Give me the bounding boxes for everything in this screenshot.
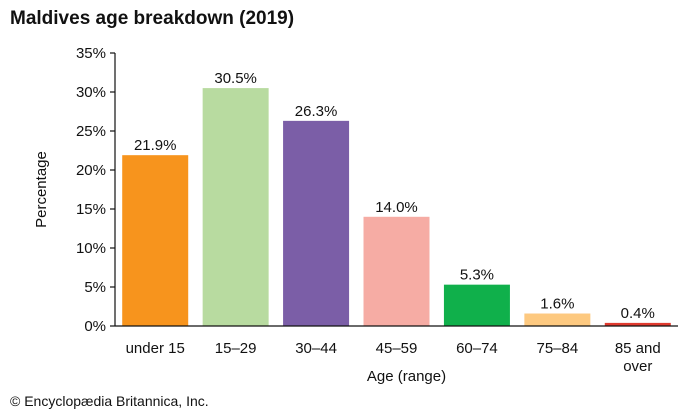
y-axis-label: Percentage — [33, 151, 50, 228]
x-category-label-5: 75–84 — [536, 340, 578, 357]
x-category-label-2: 30–44 — [295, 340, 337, 357]
y-tick-label: 35% — [76, 45, 106, 62]
data-label-4: 5.3% — [460, 267, 494, 284]
y-tick-label: 25% — [76, 123, 106, 140]
data-label-5: 1.6% — [540, 296, 574, 313]
x-category-label-1: 15–29 — [215, 340, 257, 357]
data-label-6: 0.4% — [621, 305, 655, 322]
y-tick-label: 0% — [84, 318, 106, 335]
chart-title: Maldives age breakdown (2019) — [10, 8, 295, 29]
data-label-0: 21.9% — [134, 137, 177, 154]
x-category-label-3: 45–59 — [376, 340, 418, 357]
y-tick-label: 10% — [76, 240, 106, 257]
y-tick-label: 15% — [76, 201, 106, 218]
bar-6 — [604, 322, 671, 326]
x-category-label-4: 60–74 — [456, 340, 498, 357]
x-category-label-6: 85 and over — [615, 340, 661, 375]
x-axis-label: Age (range) — [367, 368, 446, 385]
bar-4 — [443, 284, 510, 326]
data-label-2: 26.3% — [295, 103, 338, 120]
data-label-3: 14.0% — [375, 199, 418, 216]
bar-3 — [363, 216, 430, 326]
bar-5 — [524, 313, 591, 326]
bar-1 — [202, 88, 269, 326]
y-tick-label: 30% — [76, 84, 106, 101]
bar-2 — [283, 120, 350, 326]
y-tick-label: 20% — [76, 162, 106, 179]
copyright-credit: © Encyclopædia Britannica, Inc. — [10, 393, 209, 409]
data-label-1: 30.5% — [214, 70, 257, 87]
y-tick-label: 5% — [84, 279, 106, 296]
bar-0 — [122, 155, 189, 326]
x-category-label-0: under 15 — [126, 340, 185, 357]
